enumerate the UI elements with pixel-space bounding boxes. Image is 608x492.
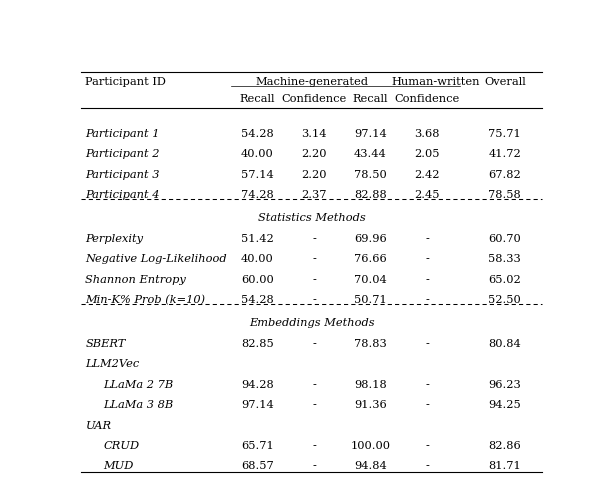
Text: -: - — [425, 441, 429, 451]
Text: Confidence: Confidence — [282, 93, 347, 104]
Text: Embeddings Methods: Embeddings Methods — [249, 318, 375, 328]
Text: 2.45: 2.45 — [414, 190, 440, 200]
Text: 2.20: 2.20 — [301, 170, 326, 180]
Text: 78.83: 78.83 — [354, 338, 387, 349]
Text: Recall: Recall — [240, 93, 275, 104]
Text: 2.42: 2.42 — [414, 170, 440, 180]
Text: -: - — [312, 441, 316, 451]
Text: -: - — [425, 400, 429, 410]
Text: 82.86: 82.86 — [488, 441, 521, 451]
Text: Shannon Entropy: Shannon Entropy — [85, 275, 186, 285]
Text: 69.96: 69.96 — [354, 234, 387, 244]
Text: Participant 2: Participant 2 — [85, 149, 160, 159]
Text: 78.58: 78.58 — [488, 190, 521, 200]
Text: -: - — [312, 461, 316, 471]
Text: -: - — [312, 295, 316, 305]
Text: 78.50: 78.50 — [354, 170, 387, 180]
Text: 94.84: 94.84 — [354, 461, 387, 471]
Text: 96.23: 96.23 — [488, 380, 521, 390]
Text: Negative Log-Likelihood: Negative Log-Likelihood — [85, 254, 227, 264]
Text: 97.14: 97.14 — [354, 129, 387, 139]
Text: Participant 1: Participant 1 — [85, 129, 160, 139]
Text: LLaMa 3 8B: LLaMa 3 8B — [103, 400, 173, 410]
Text: -: - — [425, 234, 429, 244]
Text: -: - — [425, 254, 429, 264]
Text: 65.71: 65.71 — [241, 441, 274, 451]
Text: 91.36: 91.36 — [354, 400, 387, 410]
Text: 75.71: 75.71 — [488, 129, 521, 139]
Text: -: - — [312, 400, 316, 410]
Text: SBERT: SBERT — [85, 338, 126, 349]
Text: 54.28: 54.28 — [241, 129, 274, 139]
Text: Min-K% Prob (k=10): Min-K% Prob (k=10) — [85, 295, 206, 306]
Text: 67.82: 67.82 — [488, 170, 521, 180]
Text: 2.20: 2.20 — [301, 149, 326, 159]
Text: Confidence: Confidence — [395, 93, 460, 104]
Text: -: - — [425, 338, 429, 349]
Text: -: - — [425, 461, 429, 471]
Text: 98.18: 98.18 — [354, 380, 387, 390]
Text: -: - — [425, 295, 429, 305]
Text: 82.85: 82.85 — [241, 338, 274, 349]
Text: 2.05: 2.05 — [414, 149, 440, 159]
Text: 40.00: 40.00 — [241, 149, 274, 159]
Text: 100.00: 100.00 — [350, 441, 390, 451]
Text: 60.70: 60.70 — [488, 234, 521, 244]
Text: Recall: Recall — [353, 93, 389, 104]
Text: 94.28: 94.28 — [241, 380, 274, 390]
Text: 80.84: 80.84 — [488, 338, 521, 349]
Text: 74.28: 74.28 — [241, 190, 274, 200]
Text: Machine-generated: Machine-generated — [255, 77, 368, 87]
Text: 94.25: 94.25 — [488, 400, 521, 410]
Text: -: - — [312, 380, 316, 390]
Text: Participant 4: Participant 4 — [85, 190, 160, 200]
Text: 65.02: 65.02 — [488, 275, 521, 285]
Text: MUD: MUD — [103, 461, 134, 471]
Text: -: - — [425, 275, 429, 285]
Text: 40.00: 40.00 — [241, 254, 274, 264]
Text: -: - — [312, 338, 316, 349]
Text: 3.68: 3.68 — [414, 129, 440, 139]
Text: 50.71: 50.71 — [354, 295, 387, 305]
Text: LLM2Vec: LLM2Vec — [85, 359, 140, 369]
Text: -: - — [312, 275, 316, 285]
Text: 81.71: 81.71 — [488, 461, 521, 471]
Text: 60.00: 60.00 — [241, 275, 274, 285]
Text: 2.37: 2.37 — [301, 190, 326, 200]
Text: -: - — [425, 380, 429, 390]
Text: 54.28: 54.28 — [241, 295, 274, 305]
Text: Participant ID: Participant ID — [85, 77, 167, 87]
Text: UAR: UAR — [85, 421, 111, 430]
Text: Human-written: Human-written — [391, 77, 480, 87]
Text: Participant 3: Participant 3 — [85, 170, 160, 180]
Text: 3.14: 3.14 — [301, 129, 326, 139]
Text: Overall: Overall — [484, 77, 526, 87]
Text: 82.88: 82.88 — [354, 190, 387, 200]
Text: LLaMa 2 7B: LLaMa 2 7B — [103, 380, 173, 390]
Text: CRUD: CRUD — [103, 441, 139, 451]
Text: -: - — [312, 234, 316, 244]
Text: 76.66: 76.66 — [354, 254, 387, 264]
Text: 51.42: 51.42 — [241, 234, 274, 244]
Text: 57.14: 57.14 — [241, 170, 274, 180]
Text: 52.50: 52.50 — [488, 295, 521, 305]
Text: Perplexity: Perplexity — [85, 234, 143, 244]
Text: 97.14: 97.14 — [241, 400, 274, 410]
Text: 68.57: 68.57 — [241, 461, 274, 471]
Text: Statistics Methods: Statistics Methods — [258, 214, 365, 223]
Text: 58.33: 58.33 — [488, 254, 521, 264]
Text: 41.72: 41.72 — [488, 149, 521, 159]
Text: -: - — [312, 254, 316, 264]
Text: 70.04: 70.04 — [354, 275, 387, 285]
Text: 43.44: 43.44 — [354, 149, 387, 159]
